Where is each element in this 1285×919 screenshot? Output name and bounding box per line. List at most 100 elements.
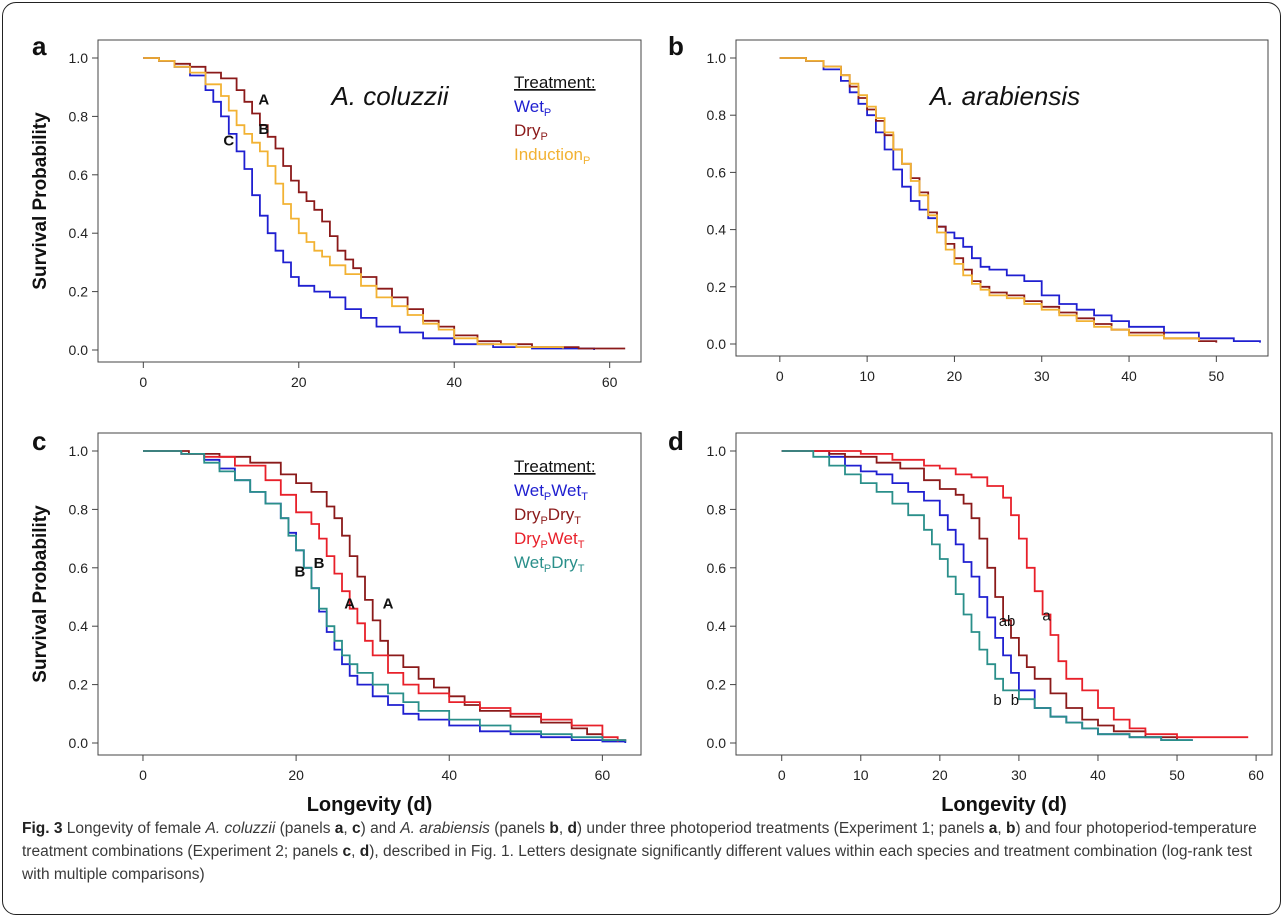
x-tick-label: 30 (1011, 767, 1027, 783)
panel-b: b 0.0 0.2 0.4 0.6 0.8 1.0 0 10 20 30 40 50 A. arabien… (668, 31, 1269, 384)
significance-letter: b (993, 692, 1001, 709)
survival-curve-wet_dry (143, 450, 627, 742)
x-tick-label: 0 (139, 374, 147, 390)
y-tick-label: 0.4 (707, 222, 727, 238)
survival-curve-wet (779, 57, 1261, 343)
x-tick-label: 60 (602, 374, 618, 390)
plot-area (735, 432, 1273, 756)
caption-segment: a (988, 820, 998, 837)
y-tick-label: 0.0 (69, 735, 89, 751)
legend-entry-dry: DryPDryT (514, 505, 581, 527)
x-axis-label: Longevity (d) (307, 794, 433, 816)
legend-entry-wet: WetPWetT (514, 481, 588, 503)
y-axis-label: Survival Probability (30, 505, 51, 683)
legend-title: Treatment: (514, 73, 596, 92)
panel-letter: d (668, 426, 684, 456)
caption-segment: d (567, 820, 577, 837)
survival-curve-induction (779, 57, 1200, 342)
x-tick-label: 40 (441, 767, 457, 783)
y-tick-label: 0.4 (69, 618, 89, 634)
legend-entry-wet: WetP (514, 97, 551, 119)
legend-title: Treatment: (514, 457, 596, 476)
x-tick-label: 20 (291, 374, 307, 390)
caption-segment: A. coluzzii (205, 820, 276, 837)
x-axis-label: Longevity (d) (941, 794, 1067, 816)
y-tick-label: 0.8 (69, 501, 89, 517)
species-label: A. coluzzii (329, 81, 449, 111)
plot-area (97, 432, 642, 756)
x-tick-label: 20 (288, 767, 304, 783)
survival-curve-wet_dry (781, 450, 1193, 741)
caption-segment: a (334, 820, 344, 837)
x-tick-label: 40 (1090, 767, 1106, 783)
species-label: A. arabiensis (928, 81, 1080, 111)
figure-caption: Fig. 3 Longevity of female A. coluzzii (… (22, 817, 1267, 886)
y-tick-label: 0.8 (707, 107, 727, 123)
y-tick-label: 0.8 (707, 501, 727, 517)
x-tick-label: 0 (778, 767, 786, 783)
survival-curve-dry (143, 57, 626, 350)
figure-label: Fig. 3 (22, 820, 63, 837)
survival-curve-dry_wet (143, 450, 619, 742)
x-tick-label: 50 (1209, 368, 1225, 384)
y-tick-label: 1.0 (69, 443, 89, 459)
significance-letter: A (344, 596, 355, 613)
y-tick-label: 0.2 (69, 677, 89, 693)
caption-segment: , (558, 820, 568, 837)
caption-segment: c (342, 843, 352, 860)
y-tick-label: 0.2 (69, 284, 89, 300)
survival-curve-dry (781, 450, 1178, 741)
y-tick-label: 0.4 (707, 618, 727, 634)
y-tick-label: 0.0 (707, 336, 727, 352)
caption-segment: A. arabiensis (400, 820, 490, 837)
caption-segment: , (997, 820, 1006, 837)
legend-entry-dry_wet: DryPWetT (514, 529, 585, 551)
y-tick-label: 0.6 (707, 164, 727, 180)
y-tick-label: 0.8 (69, 108, 89, 124)
y-tick-label: 0.4 (69, 225, 89, 241)
panel-letter: a (32, 31, 47, 61)
plot-area (97, 39, 642, 363)
y-tick-label: 1.0 (707, 443, 727, 459)
caption-segment: , (343, 820, 353, 837)
x-tick-label: 0 (776, 368, 784, 384)
x-tick-label: 10 (859, 368, 875, 384)
survival-curve-dry_wet (781, 450, 1249, 739)
significance-letter: B (314, 555, 325, 572)
y-tick-label: 0.6 (707, 560, 727, 576)
significance-letter: a (1042, 607, 1051, 624)
y-tick-label: 0.2 (707, 677, 727, 693)
y-tick-label: 0.6 (69, 560, 89, 576)
x-tick-label: 20 (947, 368, 963, 384)
caption-segment: ) and (360, 820, 401, 837)
x-tick-label: 0 (139, 767, 147, 783)
caption-segment: (panels (489, 820, 550, 837)
x-tick-label: 20 (932, 767, 948, 783)
caption-segment: ) and four photoperiod-temperature treat… (22, 820, 1257, 860)
survival-curve-wet (781, 450, 1193, 741)
x-tick-label: 60 (595, 767, 611, 783)
y-tick-label: 0.6 (69, 167, 89, 183)
significance-letter: b (1011, 692, 1019, 709)
caption-segment: c (352, 820, 361, 837)
survival-curve-wet (143, 57, 595, 350)
x-tick-label: 40 (446, 374, 462, 390)
panel-a: a 0.0 0.2 0.4 0.6 0.8 1.0 0 20 40 60 Survival Proba… (30, 31, 642, 390)
y-tick-label: 0.2 (707, 279, 727, 295)
panel-c: c 0.0 0.2 0.4 0.6 0.8 1.0 0 20 40 60 Survival Proba… (30, 426, 642, 816)
survival-curve-induction (143, 57, 564, 349)
x-tick-label: 40 (1121, 368, 1137, 384)
panel-letter: b (668, 31, 684, 61)
significance-letter: ab (999, 613, 1016, 630)
caption-segment: d (359, 843, 370, 860)
x-tick-label: 60 (1248, 767, 1264, 783)
y-tick-label: 1.0 (707, 50, 727, 66)
caption-segment: ) under three photoperiod treatments (Ex… (576, 820, 989, 837)
y-tick-label: 0.0 (69, 342, 89, 358)
y-axis-label: Survival Probability (30, 112, 51, 290)
y-tick-label: 1.0 (69, 50, 89, 66)
legend-entry-wet_dry: WetPDryT (514, 553, 585, 575)
legend-entry-dry: DryP (514, 121, 548, 143)
significance-letter: B (295, 564, 306, 581)
caption-segment: b (549, 820, 559, 837)
